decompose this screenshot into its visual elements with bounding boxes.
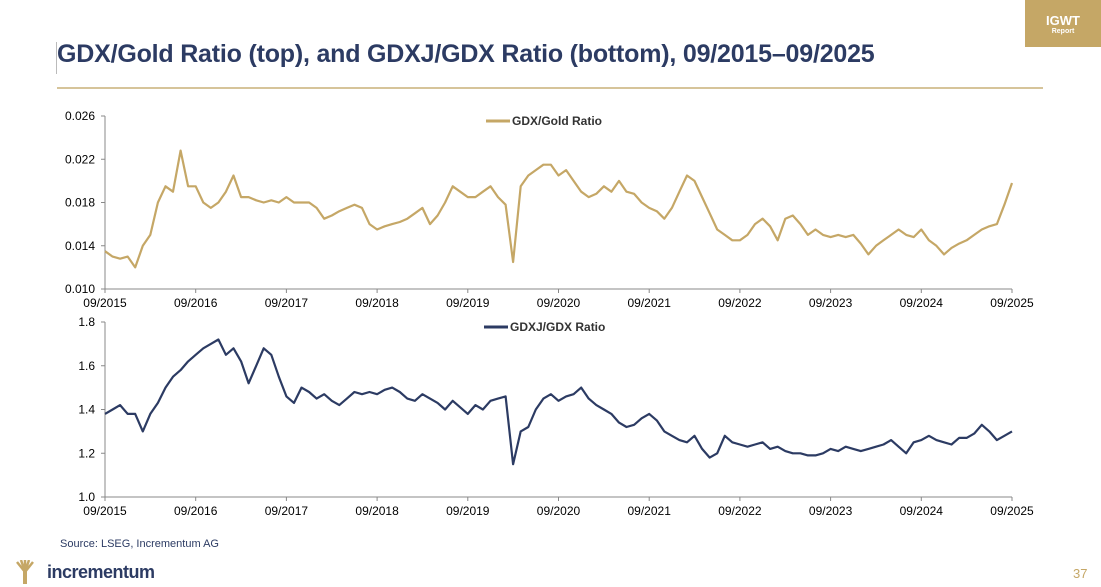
gdxj-gdx-x-tick-label: 09/2020 [537,504,581,518]
gdxj-gdx-y-tick-label: 1.8 [78,315,95,329]
gdxj-gdx-x-tick-label: 09/2023 [809,504,853,518]
gdx-gold-y-tick-label: 0.026 [65,109,95,123]
igwt-report-badge: IGWT Report [1025,0,1101,47]
page-number: 37 [1073,566,1088,581]
gdx-gold-x-tick-label: 09/2023 [809,296,853,310]
gdx-gold-series-line [104,149,1014,269]
gdx-gold-x-tick-label: 09/2017 [265,296,309,310]
incrementum-logo: incrementum [15,560,155,584]
gdx-gold-x-tick-label: 09/2016 [174,296,218,310]
gdx-gold-x-tick-label: 09/2015 [83,296,127,310]
gdx-gold-x-tick-label: 09/2018 [355,296,399,310]
gdxj-gdx-y-tick-label: 1.0 [78,490,95,504]
gdxj-gdx-x-tick-label: 09/2019 [446,504,490,518]
gdx-gold-x-tick-label: 09/2020 [537,296,581,310]
gdxj-gdx-x-tick-label: 09/2015 [83,504,127,518]
gdxj-gdx-y-tick-label: 1.4 [78,403,95,417]
gdx-gold-x-tick-label: 09/2025 [990,296,1034,310]
logo-text: incrementum [47,561,155,582]
gdxj-gdx-series-line [104,338,1013,466]
gdxj-gdx-x-tick-label: 09/2024 [900,504,944,518]
gdx-gold-legend-label: GDX/Gold Ratio [512,114,602,128]
gdxj-gdx-y-tick-label: 1.6 [78,359,95,373]
badge-title: IGWT [1046,13,1080,28]
gdxj-gdx-x-tick-label: 09/2022 [718,504,762,518]
gdxj-gdx-x-tick-label: 09/2021 [628,504,672,518]
gdxj-gdx-x-tick-label: 09/2025 [990,504,1034,518]
gdxj-gdx-legend-label: GDXJ/GDX Ratio [510,320,605,334]
source-note: Source: LSEG, Incrementum AG [60,538,219,550]
gdxj-gdx-y-tick-label: 1.2 [78,446,95,460]
badge-subtitle: Report [1051,28,1075,35]
gdx-gold-y-tick-label: 0.022 [65,152,95,166]
title-marker [56,42,57,74]
page-title: GDX/Gold Ratio (top), and GDXJ/GDX Ratio… [57,40,875,68]
gdx-gold-x-tick-label: 09/2022 [718,296,762,310]
gdxj-gdx-x-tick-label: 09/2016 [174,504,218,518]
gdx-gold-y-tick-label: 0.010 [65,282,95,296]
tree-logo-icon [16,560,34,584]
gdx-gold-y-tick-label: 0.018 [65,196,95,210]
gdx-gold-y-tick-label: 0.014 [65,239,95,253]
gdxj-gdx-x-tick-label: 09/2017 [265,504,309,518]
gdx-gold-x-tick-label: 09/2019 [446,296,490,310]
title-divider [57,87,1043,89]
gdxj-gdx-x-tick-label: 09/2018 [355,504,399,518]
gdx-gold-x-tick-label: 09/2024 [900,296,944,310]
gdx-gold-x-tick-label: 09/2021 [628,296,672,310]
